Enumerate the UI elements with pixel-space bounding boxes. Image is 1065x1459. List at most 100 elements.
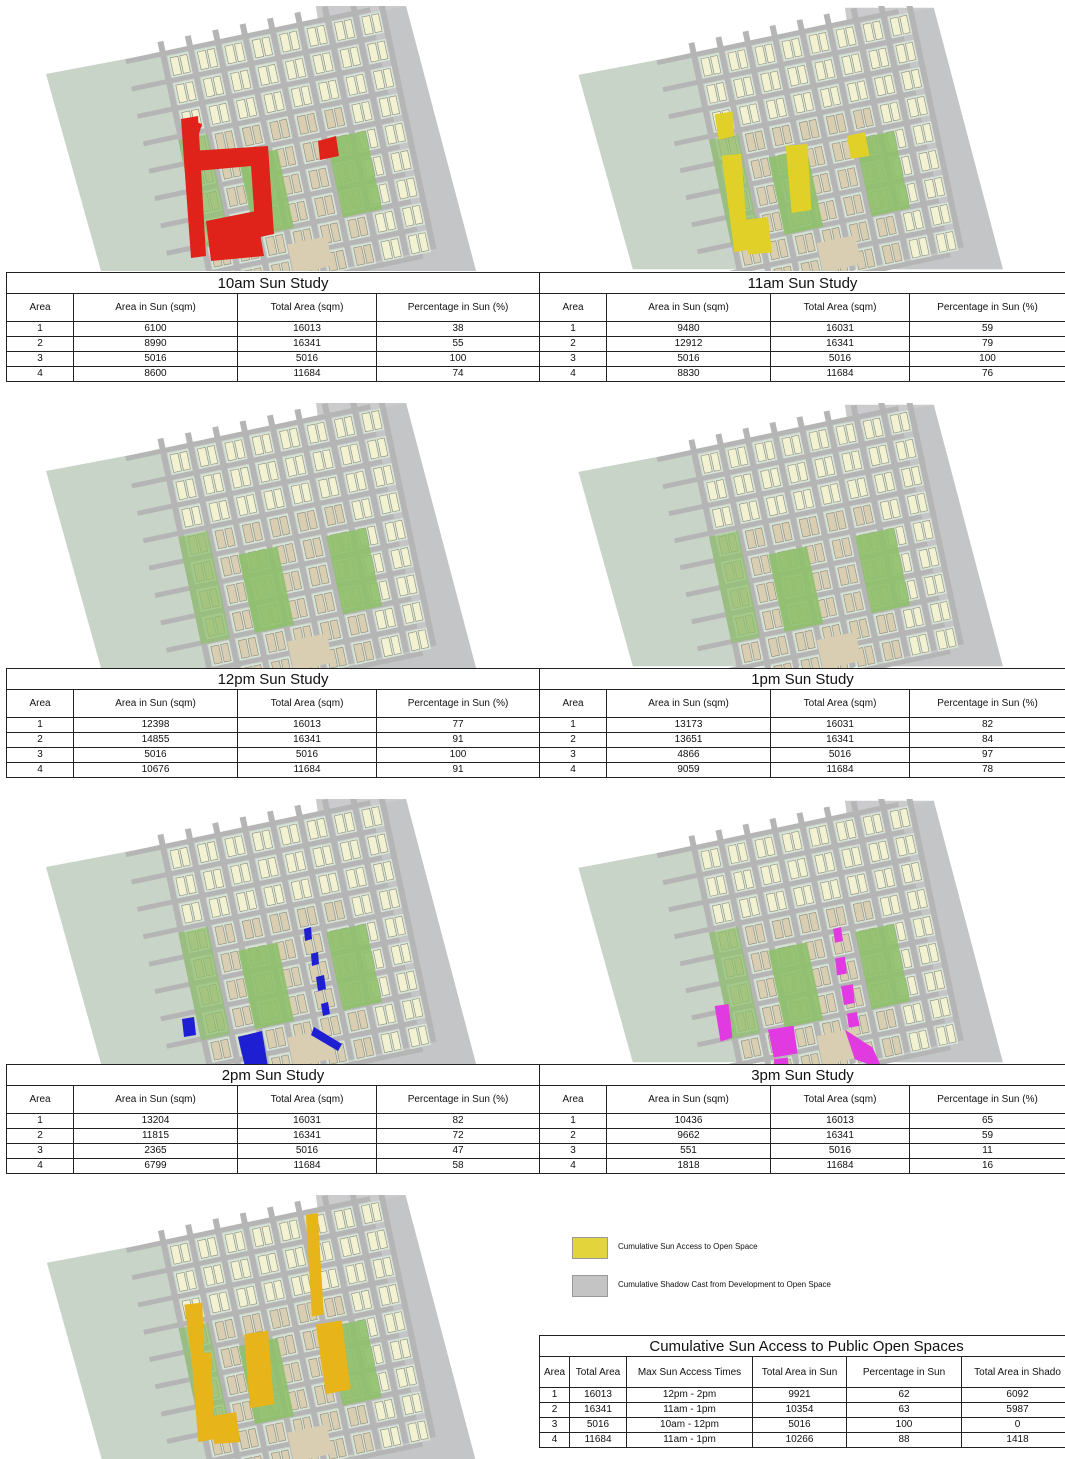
table-cell: 5016 [237, 1143, 377, 1159]
table-cell: 59 [909, 1128, 1065, 1144]
site-plan-map-11am [539, 6, 1065, 271]
site-plan-map-1pm [539, 403, 1065, 668]
table-cell: 1 [539, 717, 607, 733]
sun-highlight-area [833, 927, 843, 943]
table-cell: 3 [539, 351, 607, 367]
sun-highlight-area [318, 136, 339, 160]
table-cell: 1 [6, 1113, 74, 1129]
table-cell: 6092 [960, 1387, 1065, 1403]
table-cell: 59 [908, 321, 1065, 337]
table-cell: 13173 [606, 717, 771, 733]
sun-highlight-area [316, 975, 326, 991]
sun-highlight-area [182, 1017, 196, 1037]
sun-highlight-area [840, 984, 855, 1006]
table-row: 4 9059 11684 78 [539, 762, 1065, 778]
table-cell: 5987 [960, 1402, 1065, 1418]
sun-highlight-area [304, 927, 312, 941]
table-cell: 3 [6, 351, 74, 367]
table-cell: 5016 [606, 351, 771, 367]
table-cell: 16013 [770, 1113, 910, 1129]
column-header: Total Area in Shado [960, 1356, 1065, 1388]
table-row: 1 9480 16031 59 [539, 321, 1065, 337]
sun-highlight-area [714, 1004, 733, 1042]
table-cell: 4 [539, 762, 607, 778]
table-cell: 16341 [569, 1402, 627, 1418]
table-cell: 2 [539, 732, 607, 748]
table-cell: 3 [6, 747, 74, 763]
table-row: 1 12398 16013 77 [6, 717, 541, 733]
sun-highlight-area [321, 1002, 330, 1016]
table-cell: 100 [846, 1417, 962, 1433]
table-cell: 5016 [73, 351, 238, 367]
column-header: Total Area (sqm) [770, 1085, 910, 1114]
column-header: Area in Sun (sqm) [606, 1085, 771, 1114]
table-cell: 82 [909, 717, 1065, 733]
table-cell: 11684 [770, 762, 910, 778]
sun-highlight-area [315, 1320, 351, 1395]
table-cell: 12398 [73, 717, 238, 733]
table-cell: 14855 [73, 732, 238, 748]
table-cell: 5016 [770, 351, 910, 367]
sun-highlight-area [211, 1412, 241, 1445]
table-row: 3 2365 5016 47 [6, 1143, 540, 1159]
sun-highlight-area [744, 216, 772, 255]
table-row: 2 9662 16341 59 [539, 1128, 1065, 1144]
table-cell: 1818 [606, 1158, 771, 1174]
column-header: Area in Sun (sqm) [73, 689, 238, 718]
table-cell: 16341 [770, 732, 910, 748]
table-cell: 3 [539, 747, 607, 763]
column-header: Area [539, 1085, 607, 1114]
column-header: Area in Sun (sqm) [73, 293, 238, 322]
table-cell: 1 [539, 1387, 570, 1403]
column-header: Percentage in Sun (%) [909, 1085, 1065, 1114]
table-cell: 0 [960, 1417, 1065, 1433]
table-cell: 16013 [237, 717, 377, 733]
cumulative-sun-access-table: Cumulative Sun Access to Public Open Spa… [538, 1335, 1065, 1448]
table-cell: 78 [909, 762, 1065, 778]
table-cell: 1418 [960, 1432, 1065, 1448]
table-cell: 12912 [606, 336, 771, 352]
table-cell: 84 [909, 732, 1065, 748]
sun-highlight-area [721, 153, 749, 253]
table-cell: 16341 [237, 336, 377, 352]
table-cell: 5016 [770, 747, 910, 763]
column-header: Total Area (sqm) [237, 689, 377, 718]
column-header: Percentage in Sun (%) [375, 689, 541, 718]
table-cell: 16341 [237, 732, 377, 748]
table-cell: 16031 [770, 717, 910, 733]
sun-highlight-area [311, 952, 319, 966]
table-cell: 100 [375, 747, 541, 763]
table-cell: 5016 [237, 351, 377, 367]
table-cell: 11684 [770, 1158, 910, 1174]
table-cell: 77 [375, 717, 541, 733]
column-header: Area [539, 689, 607, 718]
table-row: 4 8600 11684 74 [6, 366, 541, 382]
table-cell: 2 [539, 336, 607, 352]
table-row: 1 13173 16031 82 [539, 717, 1065, 733]
site-plan-map-cumulative [6, 1195, 539, 1459]
table-cell: 74 [375, 366, 541, 382]
table-row: 4 6799 11684 58 [6, 1158, 540, 1174]
table-cell: 8600 [73, 366, 238, 382]
table-cell: 91 [375, 732, 541, 748]
column-header: Percentage in Sun (%) [376, 1085, 540, 1114]
table-row: 1 13204 16031 82 [6, 1113, 540, 1129]
table-cell: 38 [375, 321, 541, 337]
table-cell: 12pm - 2pm [626, 1387, 753, 1403]
column-header: Total Area (sqm) [237, 293, 377, 322]
table-cell: 82 [376, 1113, 540, 1129]
table-cell: 91 [375, 762, 541, 778]
sun-study-table-1pm: 1pm Sun Study Area Area in Sun (sqm) Total … [539, 668, 1065, 778]
table-cell: 100 [375, 351, 541, 367]
table-cell: 11 [909, 1143, 1065, 1159]
table-cell: 1 [539, 321, 607, 337]
table-cell: 97 [909, 747, 1065, 763]
legend-label: Cumulative Shadow Cast from Development … [618, 1280, 831, 1289]
sun-highlight-area [186, 119, 202, 134]
table-cell: 6799 [73, 1158, 238, 1174]
table-row: 3 4866 5016 97 [539, 747, 1065, 763]
table-title: 12pm Sun Study [5, 668, 541, 690]
sun-highlight-area [773, 1057, 789, 1064]
column-header: Area in Sun (sqm) [73, 1085, 238, 1114]
table-row: 4 8830 11684 76 [539, 366, 1065, 382]
